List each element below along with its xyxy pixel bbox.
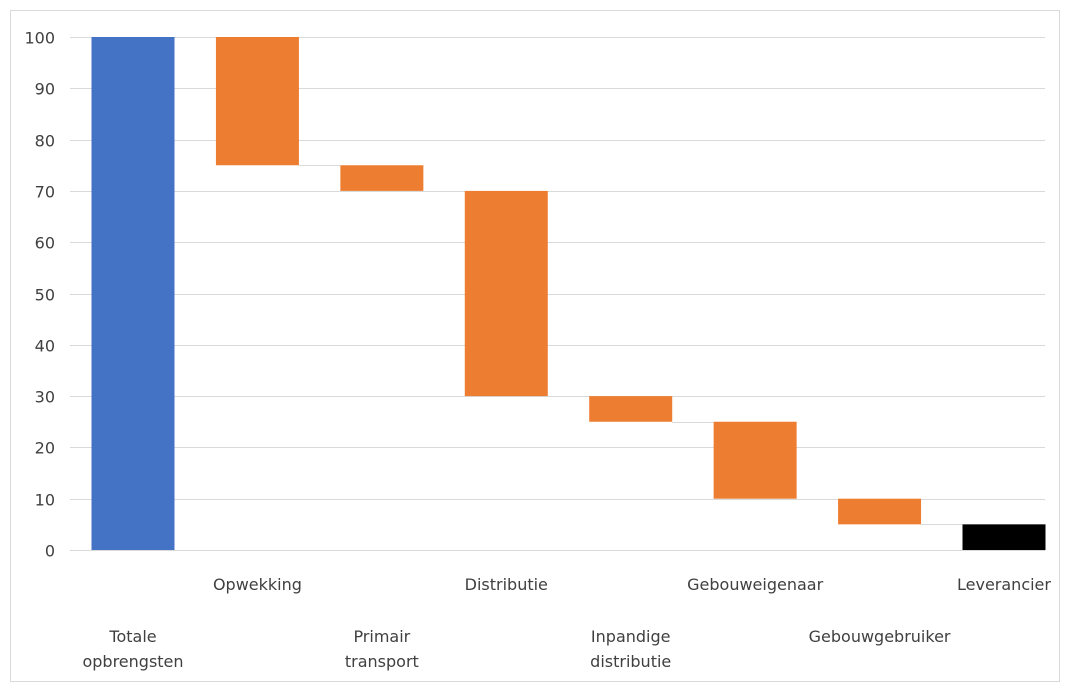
bar-opwekking: [215, 37, 299, 166]
x-category-label: Leverancier: [957, 575, 1051, 594]
y-axis-tick-labels: 0 10 20 30 40 50 60 70 80 90 100: [24, 29, 55, 561]
x-category-label: Totale opbrengsten: [82, 627, 183, 671]
y-tick-label: 40: [35, 337, 55, 356]
bars: [91, 37, 1046, 550]
bar-connectors: [174, 37, 963, 525]
x-category-label: Inpandige distributie: [590, 627, 671, 671]
bar-totale-opbrengsten: [91, 37, 175, 550]
bar-gebouweigenaar: [713, 421, 797, 499]
x-category-label: Opwekking: [213, 575, 302, 594]
bar-primair-transport: [340, 165, 424, 191]
y-tick-label: 70: [35, 183, 55, 202]
x-axis-category-labels: Totale opbrengsten Opwekking Primair transpo…: [82, 575, 1051, 671]
x-category-label: Distributie: [465, 575, 548, 594]
x-category-label: Gebouwgebruiker: [809, 627, 951, 646]
y-tick-label: 60: [35, 234, 55, 253]
bar-inpandige-distributie: [589, 396, 673, 422]
y-tick-label: 50: [35, 286, 55, 305]
bar-gebouwgebruiker: [838, 498, 922, 525]
y-tick-label: 30: [35, 388, 55, 407]
bar-distributie: [464, 190, 548, 397]
y-tick-label: 90: [35, 80, 55, 99]
y-tick-label: 0: [45, 542, 55, 561]
y-tick-label: 20: [35, 439, 55, 458]
x-category-label: Gebouweigenaar: [687, 575, 823, 594]
y-tick-label: 100: [24, 29, 55, 48]
y-tick-label: 80: [35, 132, 55, 151]
bar-leverancier: [962, 524, 1046, 550]
x-category-label: Primair transport: [345, 627, 419, 671]
gridlines: [70, 37, 1045, 551]
y-tick-label: 10: [35, 491, 55, 510]
